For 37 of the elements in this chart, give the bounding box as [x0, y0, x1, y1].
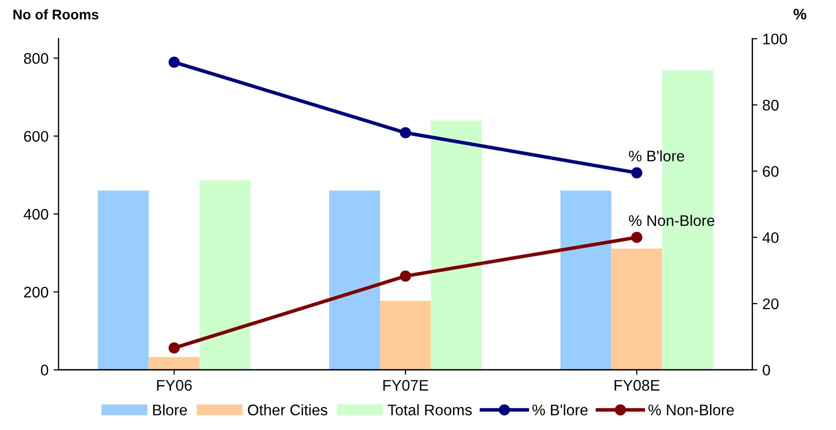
bar: [560, 190, 612, 370]
y2-tick-label: 60: [762, 166, 779, 177]
legend-label: % B'lore: [532, 404, 588, 416]
y-axis-title: No of Rooms: [13, 9, 98, 20]
y2-tick-label: 100: [763, 34, 788, 44]
point: [400, 270, 412, 282]
bar: [200, 180, 250, 370]
y2-tick-label: 0: [762, 364, 770, 376]
x-tick-label: FY06: [157, 380, 192, 391]
bar: [430, 120, 482, 370]
legend-label: Blore: [153, 404, 187, 416]
bar: [148, 356, 200, 370]
point: [631, 167, 642, 178]
annotation: % B'lore: [628, 150, 684, 162]
legend-label: % Non-Blore: [648, 404, 734, 416]
point: [400, 127, 412, 138]
y-tick-label: 0: [40, 364, 48, 376]
x-tick-label: FY07E: [383, 380, 428, 391]
bar: [98, 190, 149, 370]
y-tick-label: 400: [24, 208, 48, 220]
point: [631, 232, 642, 243]
y2-tick-label: 20: [762, 298, 779, 310]
point: [168, 56, 180, 68]
legend-label: Total Rooms: [388, 404, 472, 416]
point: [168, 342, 180, 354]
y2-tick-label: 80: [762, 100, 779, 111]
y-tick-label: 800: [24, 53, 48, 64]
bar: [380, 300, 431, 370]
y2-axis-title: %: [794, 8, 806, 20]
y-tick-label: 600: [24, 130, 48, 142]
y2-tick-label: 40: [762, 232, 779, 244]
bar: [329, 190, 380, 370]
legend-label: Other Cities: [248, 404, 328, 416]
bar: [611, 248, 662, 370]
annotation: % Non-Blore: [628, 214, 714, 226]
y-tick-label: 200: [24, 286, 48, 298]
x-tick-label: FY08E: [614, 380, 660, 391]
